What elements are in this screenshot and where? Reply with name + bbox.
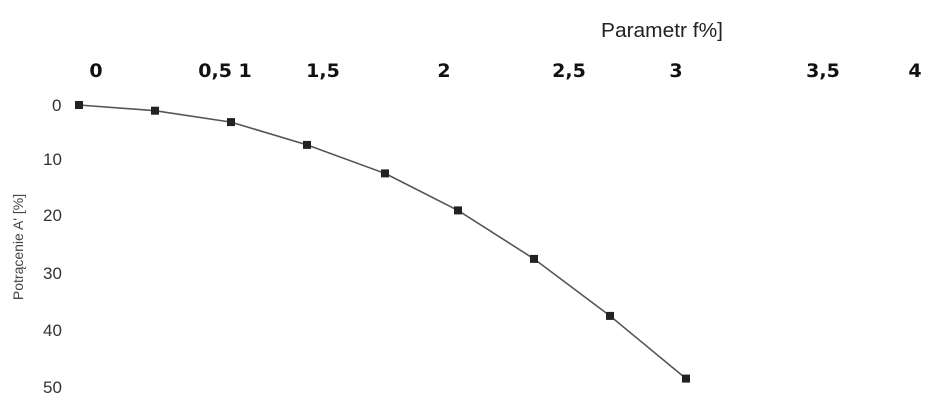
- y-tick-label: 30: [43, 264, 62, 283]
- y-tick-label: 20: [43, 206, 62, 225]
- data-point: [303, 140, 311, 149]
- data-point: [227, 118, 235, 127]
- x-tick-label: 1,5: [306, 60, 340, 82]
- plot-area: [75, 101, 690, 383]
- x-tick-label: 3,5: [806, 60, 840, 82]
- data-point: [606, 311, 614, 320]
- data-point: [381, 169, 389, 178]
- data-point: [151, 106, 159, 115]
- y-tick-label: 10: [43, 150, 62, 169]
- x-tick-label: 0: [89, 60, 102, 82]
- data-point: [530, 254, 538, 263]
- x-tick-label: 2,5: [552, 60, 586, 82]
- data-point: [454, 206, 462, 215]
- y-tick-label: 40: [43, 321, 62, 340]
- data-point: [75, 101, 83, 109]
- y-axis-label: Potrącenie A' [%]: [10, 194, 26, 300]
- x-tick-label: 2: [437, 60, 450, 82]
- x-tick-label: 3: [669, 60, 682, 82]
- x-tick-labels: 0 0,5 1 1,5 2 2,5 3 3,5 4: [89, 60, 921, 82]
- series-line: [78, 104, 687, 380]
- x-tick-label: 0,5 1: [198, 60, 252, 82]
- y-tick-label: 50: [43, 378, 62, 397]
- x-tick-label: 4: [908, 60, 921, 82]
- y-tick-label: 0: [52, 96, 61, 115]
- x-axis-label: Parametr f%]: [601, 20, 723, 42]
- y-tick-labels: 0 10 20 30 40 50: [43, 96, 62, 397]
- data-point: [682, 374, 690, 383]
